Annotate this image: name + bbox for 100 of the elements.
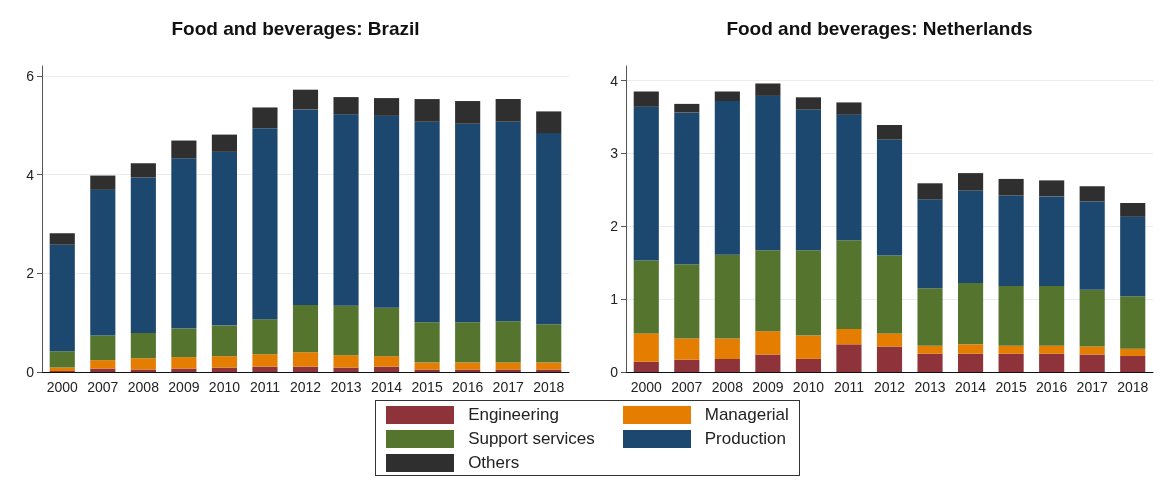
bar: [917, 183, 943, 200]
bar: [836, 329, 862, 345]
bar: [49, 233, 75, 245]
bar: [755, 331, 781, 355]
bar: [211, 325, 237, 357]
bar: [755, 250, 781, 332]
legend-label: Managerial: [704, 405, 789, 425]
x-tick-label: 2014: [955, 379, 987, 395]
chart-title: Food and beverages: Brazil: [171, 18, 420, 39]
y-tick-label: 3: [610, 145, 619, 162]
bar: [1120, 202, 1146, 217]
bar: [876, 346, 903, 372]
bar: [836, 102, 862, 115]
bar: [917, 345, 943, 354]
legend-label: Others: [468, 453, 520, 473]
bar: [536, 133, 562, 325]
bar: [536, 362, 562, 370]
bar: [795, 97, 821, 110]
bar: [252, 354, 278, 367]
bar: [1120, 296, 1146, 349]
y-tick-label: 4: [610, 72, 619, 89]
bar: [211, 151, 237, 326]
bar: [1120, 355, 1146, 372]
bar: [333, 305, 359, 356]
bar: [414, 322, 440, 363]
bar: [1039, 196, 1065, 287]
bar: [171, 140, 197, 159]
bar: [292, 304, 319, 353]
bar: [755, 354, 781, 372]
bar: [714, 91, 740, 101]
bar: [1039, 353, 1065, 372]
bar: [292, 352, 319, 367]
x-tick-label: 2013: [914, 379, 946, 395]
x-tick-label: 2008: [711, 379, 744, 395]
bar: [958, 173, 984, 191]
bar: [130, 163, 156, 178]
bar: [836, 114, 862, 241]
x-tick-label: 2008: [127, 379, 160, 395]
bar: [795, 109, 821, 251]
bar: [674, 103, 700, 113]
bar: [455, 123, 481, 323]
y-tick-label: 2: [610, 218, 619, 235]
bar: [674, 264, 700, 339]
bar: [414, 99, 440, 122]
bar: [1079, 354, 1105, 372]
bar: [633, 260, 659, 334]
bar: [1079, 201, 1105, 290]
x-tick-label: 2015: [411, 379, 443, 395]
bar: [333, 355, 359, 368]
bar: [171, 357, 197, 369]
bar: [374, 356, 400, 367]
legend-label: Support services: [468, 429, 595, 449]
bar: [49, 351, 75, 368]
bar: [292, 109, 319, 305]
bar: [252, 128, 278, 320]
legend-label: Engineering: [468, 405, 559, 425]
bar: [211, 356, 237, 368]
bar: [674, 112, 700, 265]
x-tick-label: 2007: [671, 379, 703, 395]
bar: [333, 114, 359, 306]
bar: [130, 333, 156, 359]
bar: [876, 333, 903, 347]
bar: [876, 125, 903, 140]
bar: [795, 250, 821, 336]
y-tick-label: 2: [26, 265, 35, 282]
x-tick-label: 2018: [533, 379, 565, 395]
x-tick-label: 2012: [873, 379, 906, 395]
bar: [917, 353, 943, 372]
bar: [171, 328, 197, 358]
bar: [90, 189, 116, 336]
bar: [1079, 346, 1105, 355]
x-tick-label: 2017: [1076, 379, 1108, 395]
bar: [876, 139, 903, 256]
x-tick-label: 2010: [792, 379, 825, 395]
bar: [958, 353, 984, 372]
y-tick-label: 4: [26, 166, 35, 183]
bar: [633, 361, 659, 372]
bar: [495, 99, 521, 122]
bar: [171, 158, 197, 329]
bar: [1039, 345, 1065, 354]
bar: [414, 121, 440, 323]
bar: [130, 177, 156, 334]
bar: [998, 353, 1024, 372]
bar: [211, 134, 237, 152]
bar: [958, 344, 984, 354]
bar: [455, 362, 481, 370]
x-tick-label: 2018: [1117, 379, 1149, 395]
bar: [90, 335, 116, 361]
bar: [414, 362, 440, 370]
bar: [252, 107, 278, 129]
chart-title: Food and beverages: Netherlands: [726, 18, 1033, 39]
x-tick-label: 2012: [289, 379, 322, 395]
x-tick-label: 2011: [249, 379, 281, 395]
x-tick-label: 2016: [452, 379, 484, 395]
bar: [714, 358, 740, 372]
x-tick-label: 2010: [208, 379, 241, 395]
bar: [674, 359, 700, 372]
y-tick-label: 6: [26, 67, 35, 84]
bar: [958, 190, 984, 284]
bar: [292, 366, 319, 372]
